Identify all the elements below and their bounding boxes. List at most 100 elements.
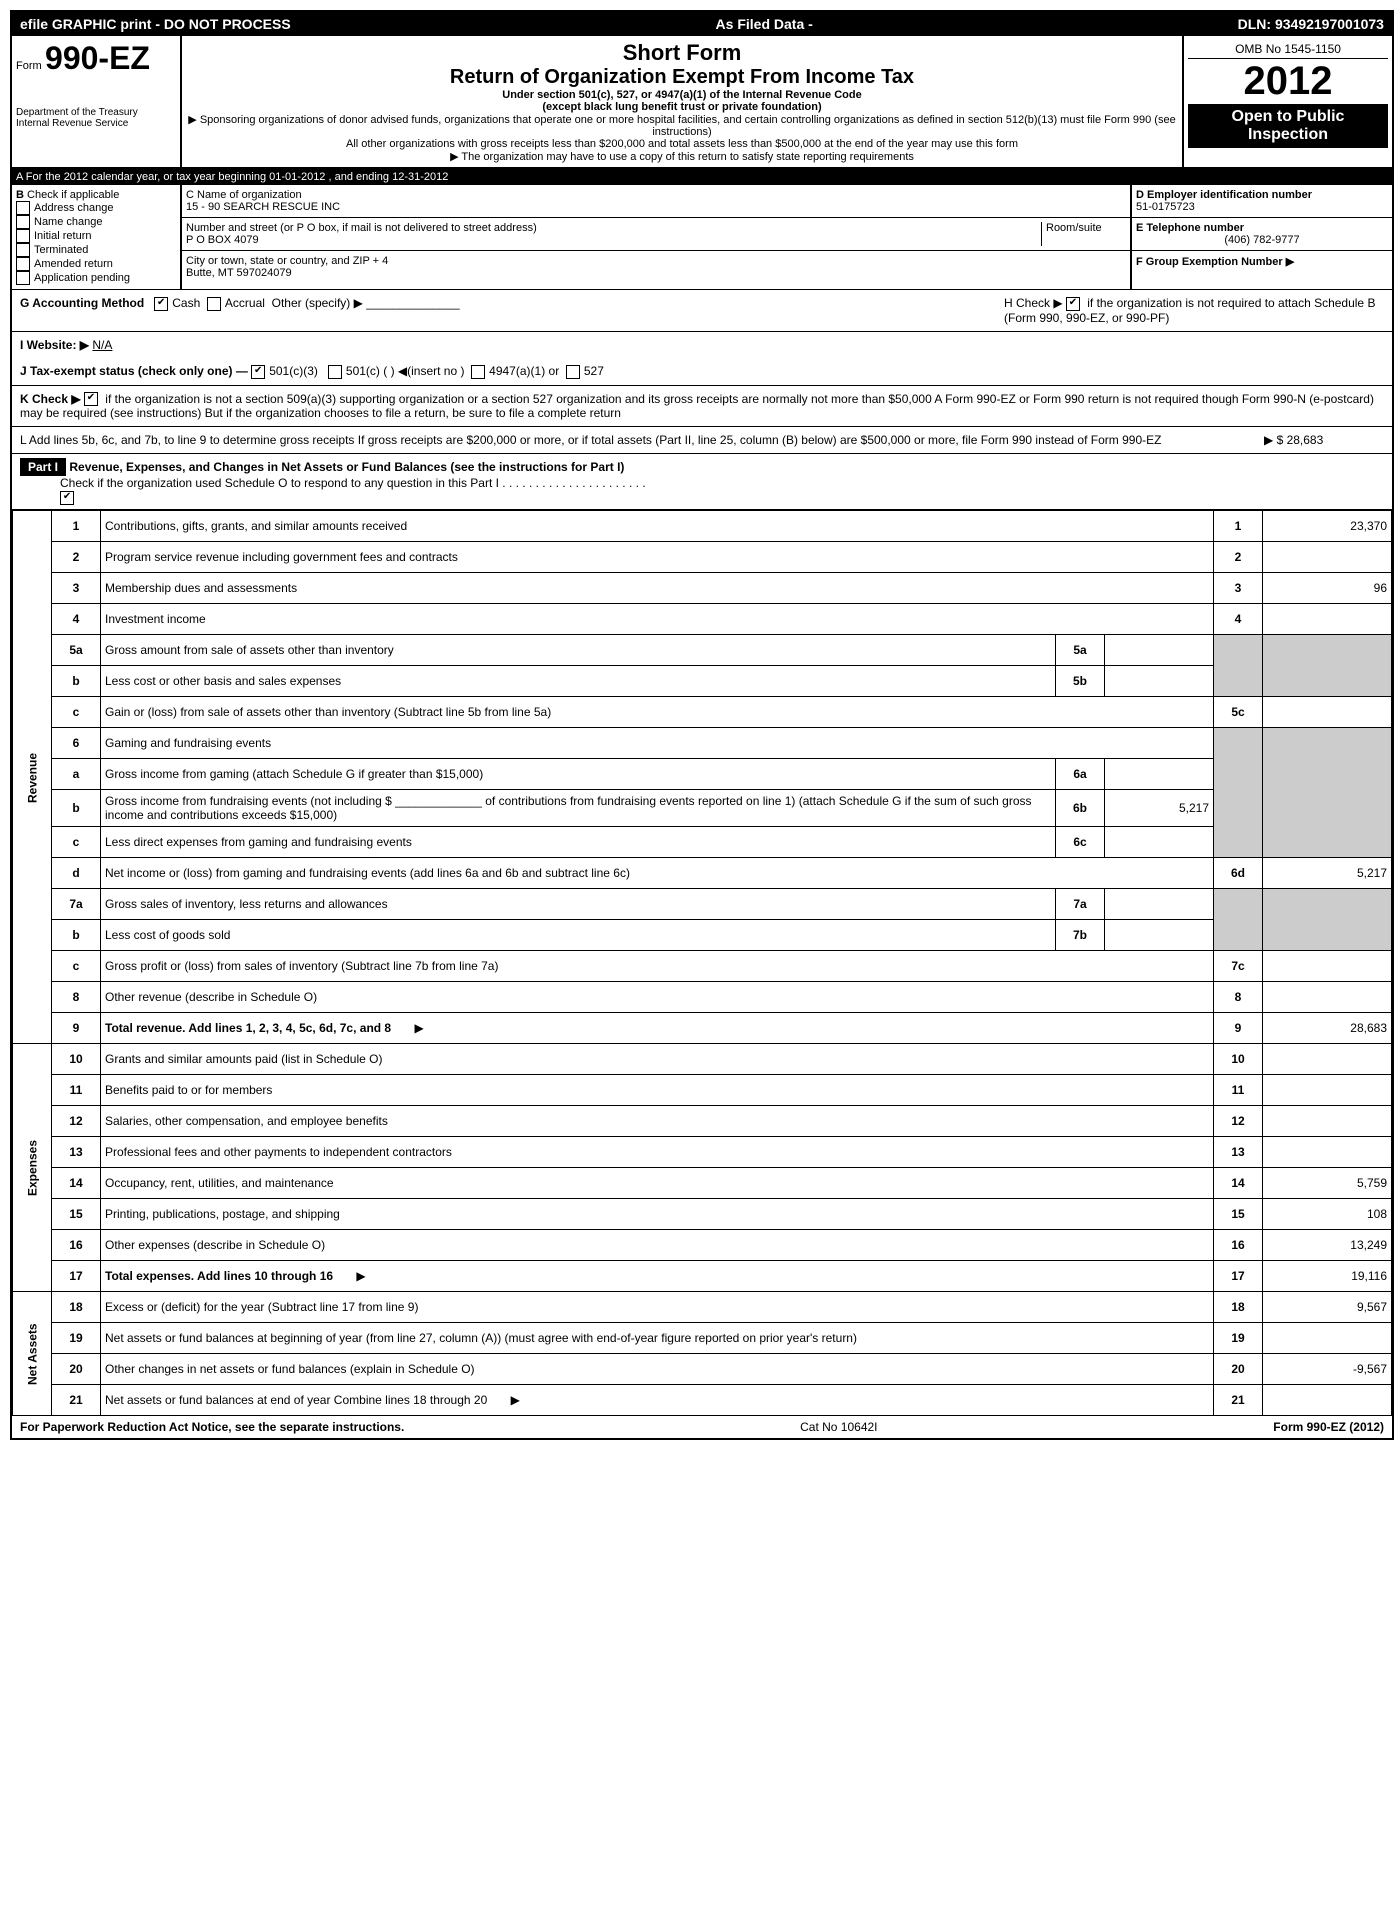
line-21-num: 21 bbox=[52, 1385, 101, 1416]
line-16-rnum: 16 bbox=[1214, 1230, 1263, 1261]
check-address[interactable] bbox=[16, 201, 30, 215]
line-2-num: 2 bbox=[52, 542, 101, 573]
footer: For Paperwork Reduction Act Notice, see … bbox=[12, 1416, 1392, 1438]
line-15-val: 108 bbox=[1263, 1199, 1392, 1230]
netassets-label: Net Assets bbox=[13, 1292, 52, 1416]
section-k: K Check ▶ if the organization is not a s… bbox=[12, 386, 1392, 428]
line-14-val: 5,759 bbox=[1263, 1168, 1392, 1199]
line-6b-snum: 6b bbox=[1056, 790, 1105, 827]
line-3-desc: Membership dues and assessments bbox=[105, 581, 297, 595]
line-13-num: 13 bbox=[52, 1137, 101, 1168]
k-label: K Check ▶ bbox=[20, 392, 81, 406]
k-desc: if the organization is not a section 509… bbox=[20, 392, 1374, 421]
line-8-num: 8 bbox=[52, 982, 101, 1013]
line-10-val bbox=[1263, 1044, 1392, 1075]
line-19-num: 19 bbox=[52, 1323, 101, 1354]
l-text: L Add lines 5b, 6c, and 7b, to line 9 to… bbox=[20, 433, 1264, 447]
line-7-shade-val bbox=[1263, 889, 1392, 951]
line-19-val bbox=[1263, 1323, 1392, 1354]
check-terminated[interactable] bbox=[16, 243, 30, 257]
line-12-val bbox=[1263, 1106, 1392, 1137]
b-check-label: Check if applicable bbox=[27, 189, 119, 201]
line-6-num: 6 bbox=[52, 728, 101, 759]
line-15-desc: Printing, publications, postage, and shi… bbox=[105, 1207, 340, 1221]
line-11-rnum: 11 bbox=[1214, 1075, 1263, 1106]
line-1-rnum: 1 bbox=[1214, 511, 1263, 542]
line-4-val bbox=[1263, 604, 1392, 635]
line-5c-rnum: 5c bbox=[1214, 697, 1263, 728]
check-k[interactable] bbox=[84, 392, 98, 406]
line-5c-desc: Gain or (loss) from sale of assets other… bbox=[105, 705, 551, 719]
j-opt2: 501(c) ( ) ◀(insert no ) bbox=[346, 364, 465, 378]
line-7b-snum: 7b bbox=[1056, 920, 1105, 951]
header-right: OMB No 1545-1150 2012 Open to Public Ins… bbox=[1182, 36, 1392, 167]
c-city-label: City or town, state or country, and ZIP … bbox=[186, 255, 1126, 267]
check-accrual[interactable] bbox=[207, 297, 221, 311]
topbar-center: As Filed Data - bbox=[716, 16, 813, 32]
line-13-rnum: 13 bbox=[1214, 1137, 1263, 1168]
line-15-num: 15 bbox=[52, 1199, 101, 1230]
c-name-label: C Name of organization bbox=[186, 189, 1126, 201]
part1-label: Part I bbox=[20, 458, 66, 476]
line-5b-snum: 5b bbox=[1056, 666, 1105, 697]
tel-label: E Telephone number bbox=[1136, 222, 1388, 234]
line-2-val bbox=[1263, 542, 1392, 573]
return-title: Return of Organization Exempt From Incom… bbox=[186, 66, 1178, 89]
line-11-num: 11 bbox=[52, 1075, 101, 1106]
line-5c-num: c bbox=[52, 697, 101, 728]
section-l: L Add lines 5b, 6c, and 7b, to line 9 to… bbox=[12, 427, 1392, 454]
footer-left: For Paperwork Reduction Act Notice, see … bbox=[20, 1420, 404, 1434]
check-4947[interactable] bbox=[471, 365, 485, 379]
check-initial[interactable] bbox=[16, 229, 30, 243]
line-5a-num: 5a bbox=[52, 635, 101, 666]
line-18-rnum: 18 bbox=[1214, 1292, 1263, 1323]
line-15-rnum: 15 bbox=[1214, 1199, 1263, 1230]
line-20-val: -9,567 bbox=[1263, 1354, 1392, 1385]
check-501c3[interactable] bbox=[251, 365, 265, 379]
line-12-num: 12 bbox=[52, 1106, 101, 1137]
b-label: B bbox=[16, 189, 24, 201]
line-5b-num: b bbox=[52, 666, 101, 697]
check-name[interactable] bbox=[16, 215, 30, 229]
line-17-rnum: 17 bbox=[1214, 1261, 1263, 1292]
line-21-rnum: 21 bbox=[1214, 1385, 1263, 1416]
header-left: Form 990-EZ Department of the Treasury I… bbox=[12, 36, 182, 167]
line-6d-val: 5,217 bbox=[1263, 858, 1392, 889]
lines-table: Revenue 1 Contributions, gifts, grants, … bbox=[12, 510, 1392, 1416]
line-9-val: 28,683 bbox=[1263, 1013, 1392, 1044]
line-2-rnum: 2 bbox=[1214, 542, 1263, 573]
form-prefix: Form bbox=[16, 60, 42, 72]
note1: ▶ Sponsoring organizations of donor advi… bbox=[186, 113, 1178, 138]
g-label: G Accounting Method bbox=[20, 296, 144, 310]
check-501c[interactable] bbox=[328, 365, 342, 379]
note2: All other organizations with gross recei… bbox=[186, 138, 1178, 150]
note3: ▶ The organization may have to use a cop… bbox=[186, 150, 1178, 163]
website-value: N/A bbox=[92, 338, 112, 352]
line-1-num: 1 bbox=[52, 511, 101, 542]
line-16-num: 16 bbox=[52, 1230, 101, 1261]
line-6c-snum: 6c bbox=[1056, 827, 1105, 858]
check-part1[interactable] bbox=[60, 491, 74, 505]
line-7a-sval bbox=[1105, 889, 1214, 920]
tax-year: 2012 bbox=[1188, 59, 1388, 104]
check-527[interactable] bbox=[566, 365, 580, 379]
check-h[interactable] bbox=[1066, 297, 1080, 311]
c-street-label: Number and street (or P O box, if mail i… bbox=[186, 222, 1041, 234]
check-amended[interactable] bbox=[16, 257, 30, 271]
group-label: F Group Exemption Number ▶ bbox=[1136, 255, 1388, 268]
check-pending[interactable] bbox=[16, 271, 30, 285]
line-8-val bbox=[1263, 982, 1392, 1013]
form-number: 990-EZ bbox=[45, 40, 150, 76]
g-other: Other (specify) ▶ bbox=[272, 296, 363, 310]
b-item-4: Amended return bbox=[34, 258, 113, 270]
l-amount: ▶ $ 28,683 bbox=[1264, 433, 1384, 447]
j-opt4: 527 bbox=[584, 364, 604, 378]
line-14-rnum: 14 bbox=[1214, 1168, 1263, 1199]
line-5a-desc: Gross amount from sale of assets other t… bbox=[105, 643, 394, 657]
line-6c-desc: Less direct expenses from gaming and fun… bbox=[105, 835, 412, 849]
line-16-desc: Other expenses (describe in Schedule O) bbox=[105, 1238, 325, 1252]
check-cash[interactable] bbox=[154, 297, 168, 311]
column-c: C Name of organization 15 - 90 SEARCH RE… bbox=[182, 185, 1132, 289]
line-13-desc: Professional fees and other payments to … bbox=[105, 1145, 452, 1159]
line-9-rnum: 9 bbox=[1214, 1013, 1263, 1044]
